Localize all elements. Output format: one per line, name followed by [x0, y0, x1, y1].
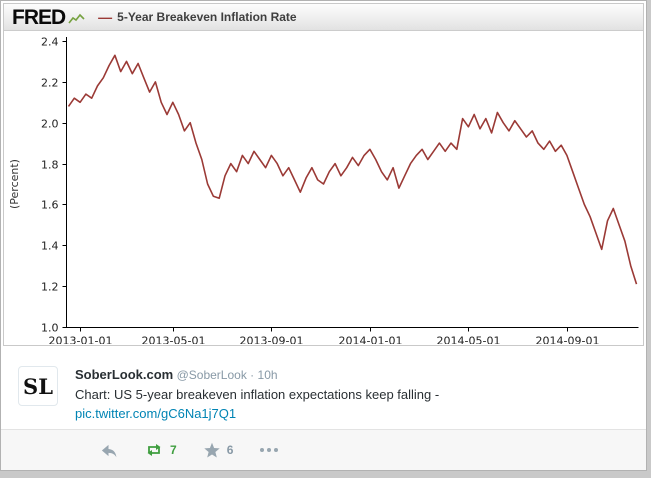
- chart-header: FRED — 5-Year Breakeven Inflation Rate: [4, 4, 643, 31]
- tweet-card: FRED — 5-Year Breakeven Inflation Rate (…: [0, 0, 647, 471]
- tweet-meta-row: SoberLook.com @SoberLook · 10h: [75, 366, 439, 384]
- y-tick-label: 2.2: [41, 77, 59, 90]
- timestamp[interactable]: 10h: [257, 368, 278, 382]
- retweet-button[interactable]: 7: [144, 442, 177, 458]
- retweet-icon: [147, 444, 161, 456]
- chart-title: 5-Year Breakeven Inflation Rate: [117, 10, 297, 24]
- avatar[interactable]: SL: [18, 366, 58, 406]
- fred-logo[interactable]: FRED: [12, 5, 66, 29]
- favorite-button[interactable]: 6: [203, 442, 234, 459]
- x-tick-label: 2014-09-01: [536, 335, 600, 345]
- favorite-count: 6: [226, 443, 234, 457]
- y-tick-label: 2.4: [41, 36, 59, 49]
- y-tick-label: 1.4: [41, 240, 59, 253]
- fred-logo-sparkline-icon: [68, 13, 85, 23]
- meta-separator: ·: [250, 368, 255, 382]
- star-icon: [203, 442, 220, 457]
- x-tick-label: 2013-09-01: [240, 335, 304, 345]
- tweet-body: SL SoberLook.com @SoberLook · 10h Chart:…: [1, 348, 646, 429]
- tweet-action-bar: 7 6: [1, 429, 646, 470]
- reply-icon: [101, 444, 117, 457]
- fred-chart-widget: FRED — 5-Year Breakeven Inflation Rate (…: [3, 3, 644, 346]
- y-tick-label: 1.0: [41, 322, 59, 335]
- y-tick-label: 1.6: [41, 199, 59, 212]
- x-tick-label: 2014-05-01: [437, 335, 501, 345]
- x-tick-label: 2014-01-01: [339, 335, 403, 345]
- display-name[interactable]: SoberLook.com: [75, 367, 174, 382]
- tweet-text: Chart: US 5-year breakeven inflation exp…: [75, 387, 440, 402]
- y-tick-label: 2.0: [41, 118, 59, 131]
- series-legend-swatch: —: [98, 9, 113, 25]
- x-tick-label: 2013-05-01: [142, 335, 206, 345]
- user-handle[interactable]: @SoberLook: [176, 368, 247, 382]
- x-tick-label: 2013-01-01: [49, 335, 113, 345]
- tweet-content: SoberLook.com @SoberLook · 10h Chart: US…: [75, 366, 439, 429]
- y-tick-label: 1.8: [41, 159, 59, 172]
- y-tick-label: 1.2: [41, 281, 59, 294]
- retweet-count: 7: [170, 443, 177, 457]
- avatar-initials: SL: [23, 373, 53, 399]
- ellipsis-icon: [260, 448, 279, 452]
- reply-button[interactable]: [99, 442, 118, 459]
- pic-twitter-link[interactable]: pic.twitter.com/gC6Na1j7Q1: [75, 406, 237, 421]
- chart-plot-area: (Percent) 2.4 2.2 2.0 1.8 1.6 1.4 1.2 1.0 2013-0…: [4, 31, 643, 345]
- more-button[interactable]: [259, 447, 279, 453]
- data-series-line: [67, 54, 638, 285]
